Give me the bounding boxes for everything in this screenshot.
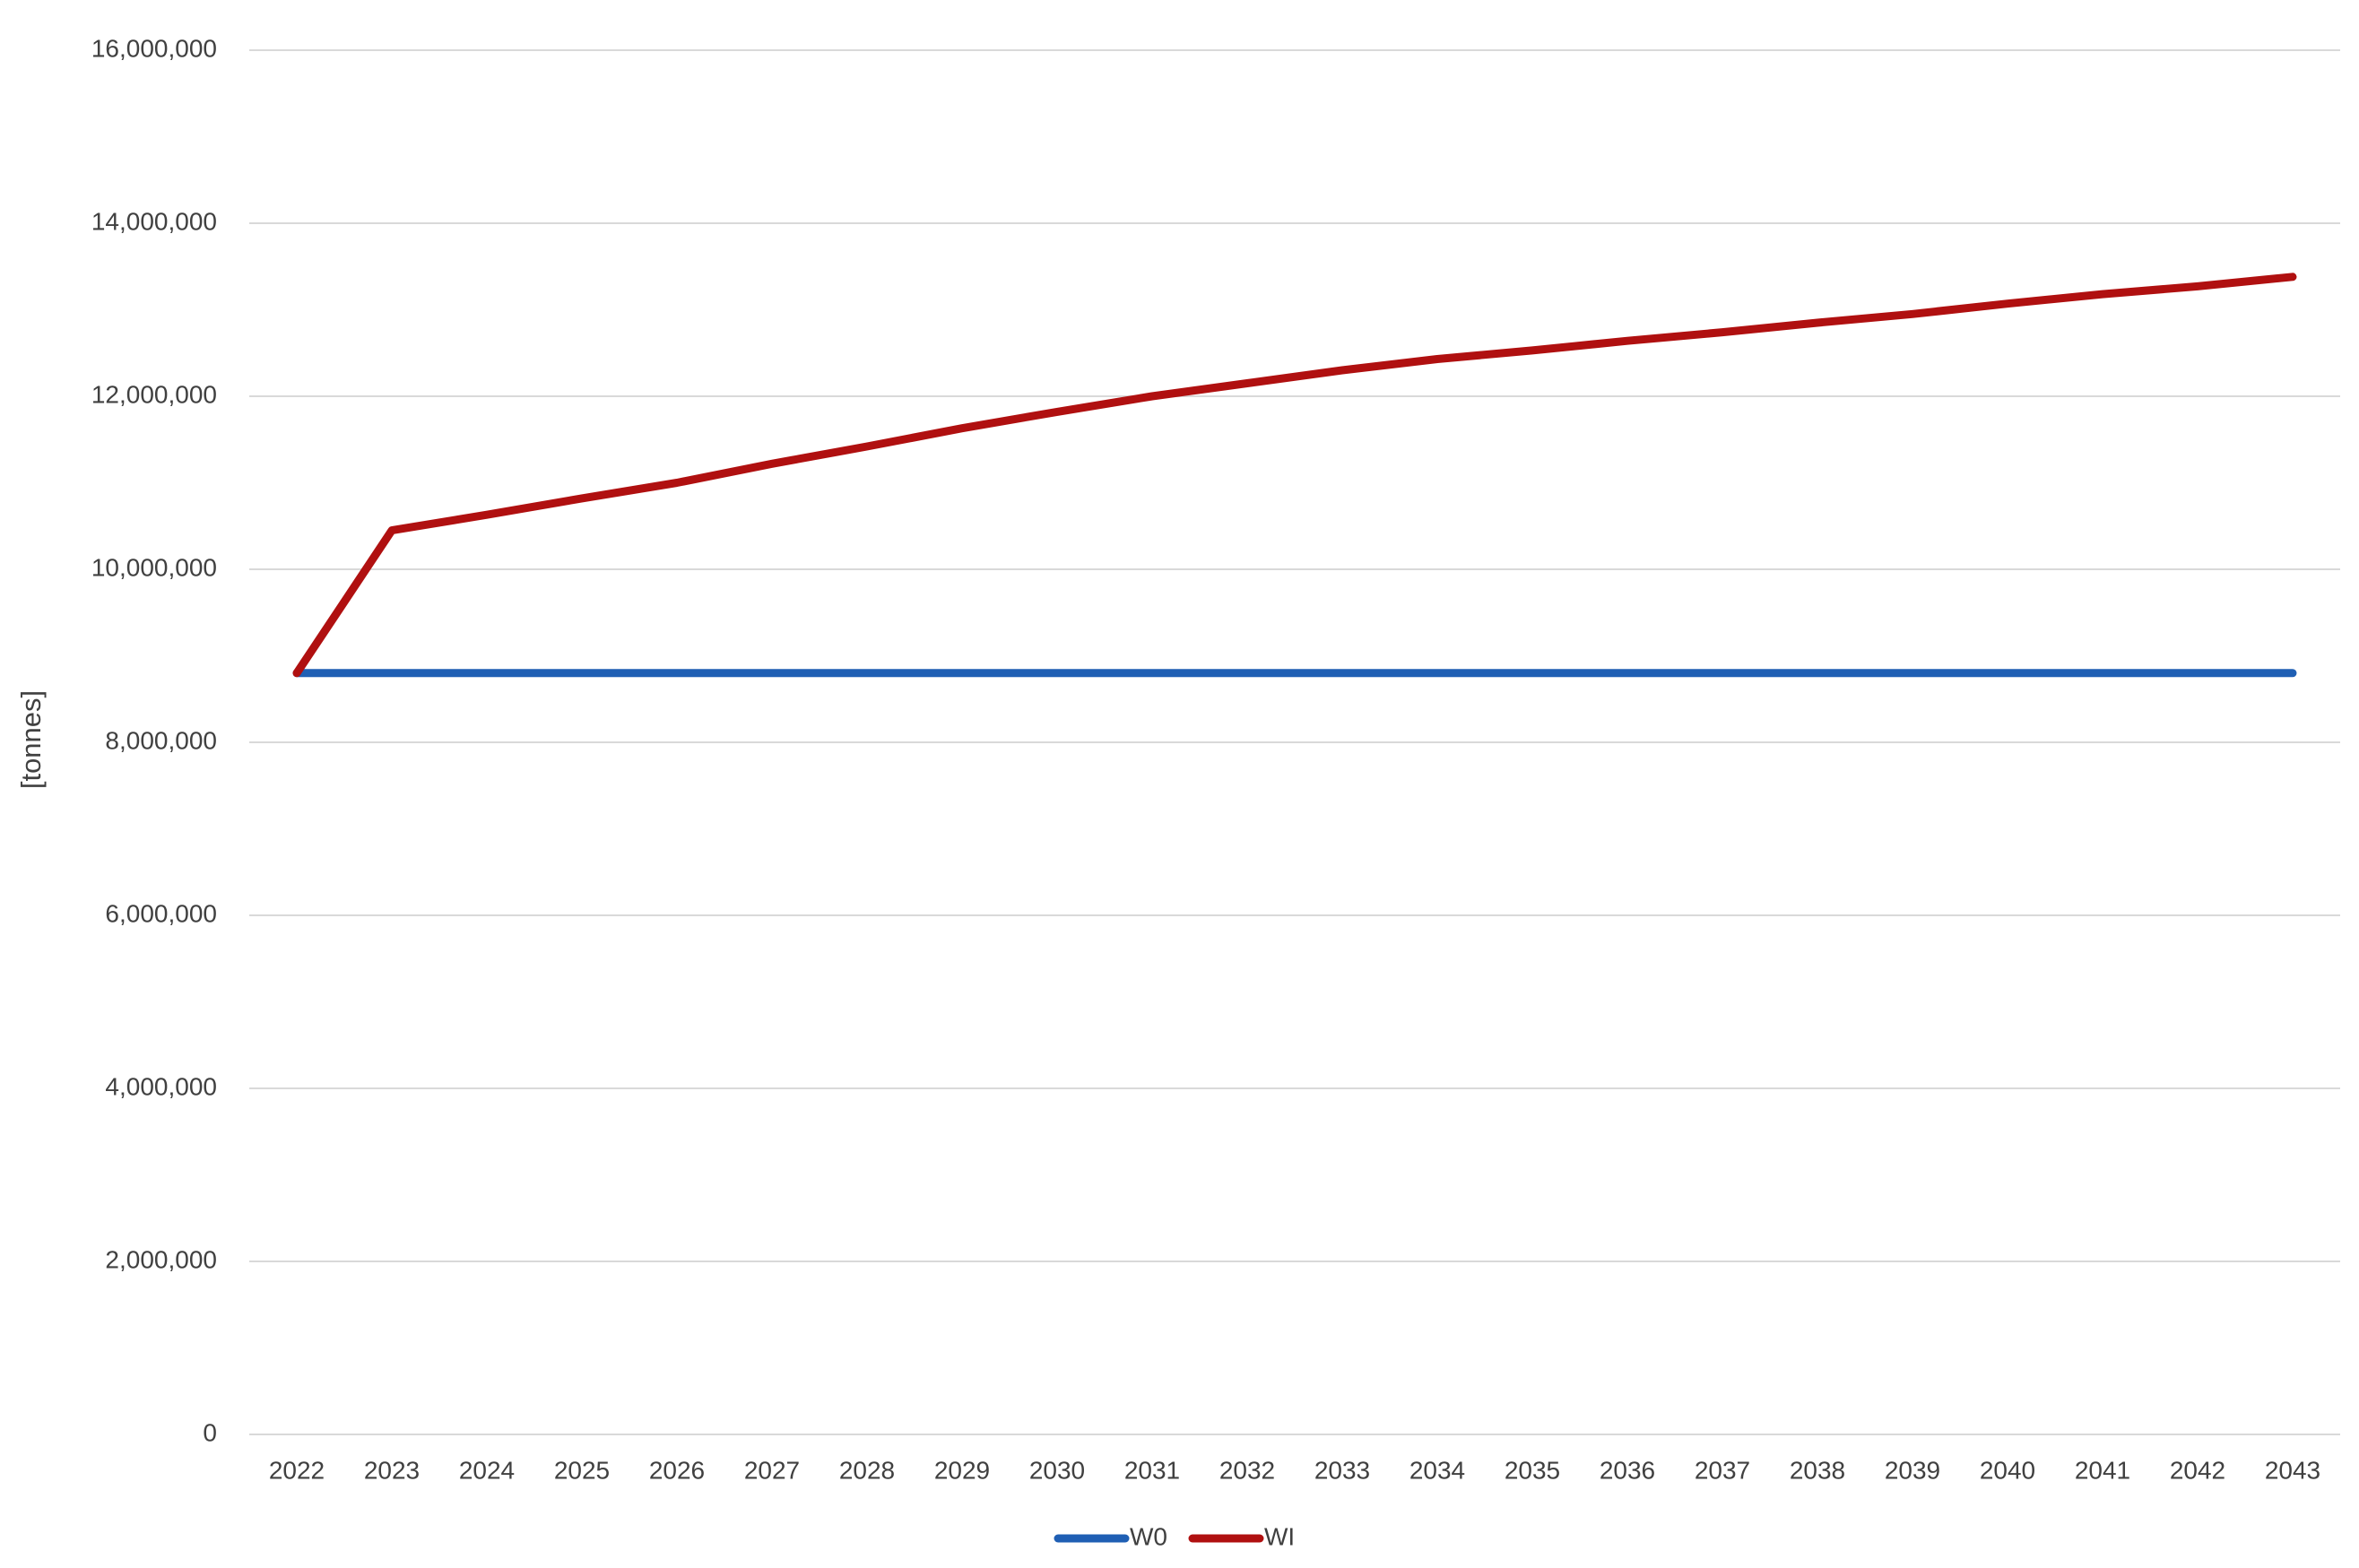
x-tick-label: 2041 — [2075, 1456, 2130, 1484]
series-line — [292, 273, 2297, 678]
x-tick-label: 2036 — [1600, 1456, 1655, 1484]
x-tick-label: 2028 — [839, 1456, 895, 1484]
x-tick-label: 2024 — [459, 1456, 515, 1484]
x-tick-label: 2026 — [649, 1456, 705, 1484]
x-tick-label: 2039 — [1885, 1456, 1940, 1484]
y-tick-label: 8,000,000 — [105, 726, 217, 754]
x-tick-label: 2043 — [2265, 1456, 2320, 1484]
y-tick-label: 4,000,000 — [105, 1072, 217, 1100]
x-tick-label: 2027 — [744, 1456, 800, 1484]
y-tick-label: 16,000,000 — [91, 34, 217, 62]
x-tick-label: 2030 — [1029, 1456, 1085, 1484]
x-tick-label: 2029 — [934, 1456, 990, 1484]
y-axis-title: [tonnes] — [15, 690, 47, 789]
legend-label: W0 — [1130, 1522, 1167, 1550]
x-tick-label: 2037 — [1695, 1456, 1750, 1484]
x-tick-label: 2038 — [1790, 1456, 1845, 1484]
x-tick-label: 2035 — [1505, 1456, 1560, 1484]
x-tick-label: 2042 — [2170, 1456, 2225, 1484]
y-tick-label: 2,000,000 — [105, 1245, 217, 1273]
x-tick-label: 2025 — [554, 1456, 610, 1484]
x-tick-label: 2022 — [269, 1456, 325, 1484]
y-tick-label: 6,000,000 — [105, 899, 217, 927]
y-tick-label: 10,000,000 — [91, 553, 217, 581]
legend-label: WI — [1264, 1522, 1295, 1550]
x-tick-label: 2040 — [1980, 1456, 2035, 1484]
x-tick-label: 2031 — [1124, 1456, 1180, 1484]
x-tick-label: 2032 — [1219, 1456, 1275, 1484]
x-tick-label: 2034 — [1409, 1456, 1465, 1484]
x-tick-label: 2023 — [364, 1456, 420, 1484]
x-tick-label: 2033 — [1314, 1456, 1370, 1484]
y-tick-label: 0 — [203, 1418, 217, 1446]
y-tick-label: 12,000,000 — [91, 380, 217, 408]
y-tick-label: 14,000,000 — [91, 207, 217, 235]
